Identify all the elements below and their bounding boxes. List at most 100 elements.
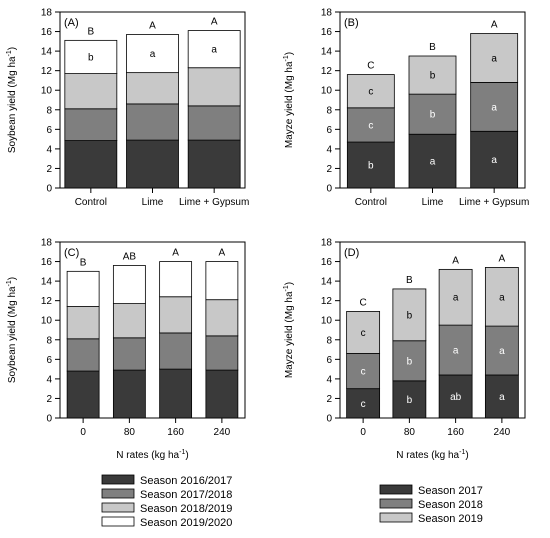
bar-segment [346, 74, 395, 109]
y-tick-label: 6 [46, 355, 52, 366]
total-letter: C [367, 61, 374, 72]
y-tick-label: 6 [326, 125, 332, 136]
chart-panel-1: 0 2 4 6 8 10 12 14 16 18 Soybean yield (Mg ha-1) (A… [6, 8, 249, 209]
segment-letter: a [430, 157, 436, 168]
x-tick-label: 160 [447, 427, 464, 438]
bar-segment [187, 30, 241, 69]
bar-segment [159, 332, 193, 370]
y-axis-label: Mayze yield (Mg ha-1) [283, 282, 295, 378]
x-tick-label: Lime + Gypsum [459, 197, 529, 208]
segment-letter: ab [450, 392, 462, 403]
x-axis-label-sup: -1 [179, 449, 185, 456]
total-letter: A [499, 253, 506, 264]
bar-segment [66, 370, 100, 419]
legend-swatch [101, 474, 135, 485]
bar-segment [205, 299, 239, 337]
bar-segment [126, 34, 179, 74]
x-axis-label-end: ) [185, 450, 188, 461]
y-tick-label: 18 [321, 8, 333, 19]
y-axis-label-end: ) [284, 52, 295, 55]
legend-label: Season 2018 [418, 499, 483, 511]
segment-letter: b [407, 310, 413, 321]
y-axis-label-text: Soybean yield (Mg ha [7, 56, 18, 153]
segment-letter: a [453, 346, 459, 357]
bar-segment [346, 353, 381, 390]
y-axis-label-sup: -1 [6, 280, 13, 286]
bar-segment [112, 369, 146, 419]
y-tick-label: 8 [46, 335, 52, 346]
panel-label: (A) [64, 17, 79, 29]
legend-swatch [101, 516, 135, 527]
segment-letter: b [407, 356, 413, 367]
total-letter: A [452, 255, 459, 266]
x-tick-label: 0 [80, 427, 86, 438]
bar-segment [470, 33, 519, 83]
total-letter: B [406, 275, 413, 286]
segment-letter: c [368, 87, 373, 98]
segment-letter: b [430, 110, 436, 121]
total-letter: C [360, 297, 367, 308]
legend-swatch [379, 498, 413, 509]
segment-letter: a [150, 49, 156, 60]
y-axis-label-text: Mayze yield (Mg ha [284, 291, 295, 378]
y-tick-label: 18 [321, 238, 333, 249]
bar-segment [346, 107, 395, 143]
y-tick-label: 0 [46, 414, 52, 425]
x-tick-label: 80 [124, 427, 136, 438]
y-axis-label-sup: -1 [6, 50, 13, 56]
y-axis-label-sup: -1 [283, 55, 290, 61]
plot-frame [59, 241, 246, 419]
segment-letter: c [361, 367, 366, 378]
panel-label: (B) [344, 17, 359, 29]
legend-label: Season 2017 [418, 485, 483, 497]
y-tick-label: 0 [46, 184, 52, 195]
segment-letter: b [368, 161, 374, 172]
y-tick-label: 18 [41, 238, 53, 249]
x-tick-label: 0 [360, 427, 366, 438]
segment-letter: a [499, 292, 505, 303]
bar-segment [392, 340, 427, 382]
x-axis-label-end: ) [465, 450, 468, 461]
bar-segment [438, 268, 473, 326]
bar-segment [126, 72, 179, 105]
legend-swatch [379, 512, 413, 523]
chart-panel-2: 0 2 4 6 8 10 12 14 16 18 Mayze yield (Mg ha-1) (B) C… [283, 8, 529, 209]
bar-segment [112, 337, 146, 371]
y-tick-label: 12 [321, 66, 333, 77]
x-axis-label-text: N rates (kg ha [396, 450, 459, 461]
y-tick-label: 6 [46, 125, 52, 136]
y-axis-label-sup: -1 [283, 285, 290, 291]
y-axis-label-text: Mayze yield (Mg ha [284, 61, 295, 148]
y-tick-label: 10 [321, 316, 333, 327]
bar-segment [66, 306, 100, 340]
y-tick-label: 12 [41, 296, 53, 307]
x-tick-label: 240 [214, 427, 231, 438]
y-tick-label: 10 [41, 86, 53, 97]
y-tick-label: 4 [46, 374, 52, 385]
legend-label: Season 2017/2018 [140, 489, 232, 501]
y-tick-label: 8 [326, 105, 332, 116]
y-axis-label-end: ) [284, 282, 295, 285]
bar-segment [484, 267, 519, 327]
x-tick-label: 160 [167, 427, 184, 438]
plot-frame [339, 241, 526, 419]
segment-letter: a [499, 346, 505, 357]
legend-label: Season 2019 [418, 513, 483, 525]
y-tick-label: 16 [321, 27, 333, 38]
y-tick-label: 2 [326, 394, 332, 405]
x-axis-label-sup: -1 [459, 449, 465, 456]
y-tick-label: 4 [46, 144, 52, 155]
y-axis-label-text: Soybean yield (Mg ha [7, 286, 18, 383]
segment-letter: a [499, 392, 505, 403]
segment-letter: a [453, 293, 459, 304]
x-axis-label-text: N rates (kg ha [116, 450, 179, 461]
bar-segment [112, 303, 146, 339]
y-axis-label: Mayze yield (Mg ha-1) [283, 52, 295, 148]
bar-segment [205, 335, 239, 371]
x-tick-label: 80 [404, 427, 416, 438]
x-axis-label: N rates (kg ha-1) [396, 449, 468, 461]
bar-segment [392, 288, 427, 342]
y-axis-label: Soybean yield (Mg ha-1) [6, 47, 18, 153]
bar-segment [187, 105, 241, 141]
